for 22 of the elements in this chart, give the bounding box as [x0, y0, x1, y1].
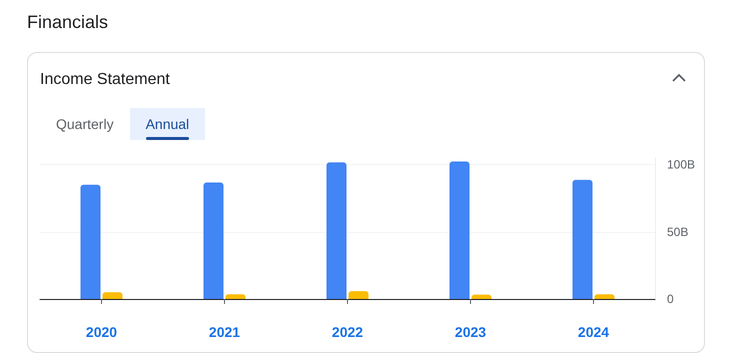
x-tick-label: 2024: [578, 324, 610, 340]
y-tick-label: 50B: [667, 224, 688, 239]
bar: [326, 162, 346, 299]
text: Annual: [130, 108, 206, 140]
bar: [348, 291, 368, 299]
text: Quarterly: [55, 115, 115, 134]
x-tick-label: 2020: [86, 324, 118, 340]
bar: [80, 184, 100, 299]
chart-subtitle: Income Statement: [40, 71, 170, 89]
bar: [594, 294, 614, 299]
bar: [450, 161, 470, 299]
bar: [226, 294, 246, 299]
y-tick-label: 100B: [667, 158, 696, 172]
y-tick-label: 0: [667, 292, 674, 306]
bar: [572, 180, 592, 299]
bar: [472, 294, 492, 299]
x-tick-label: 2023: [454, 324, 486, 340]
bar: [204, 182, 224, 299]
bar: [102, 292, 122, 299]
x-tick-label: 2022: [332, 324, 364, 340]
chart-title: Financials: [27, 12, 108, 33]
x-tick-label: 2021: [208, 324, 240, 340]
